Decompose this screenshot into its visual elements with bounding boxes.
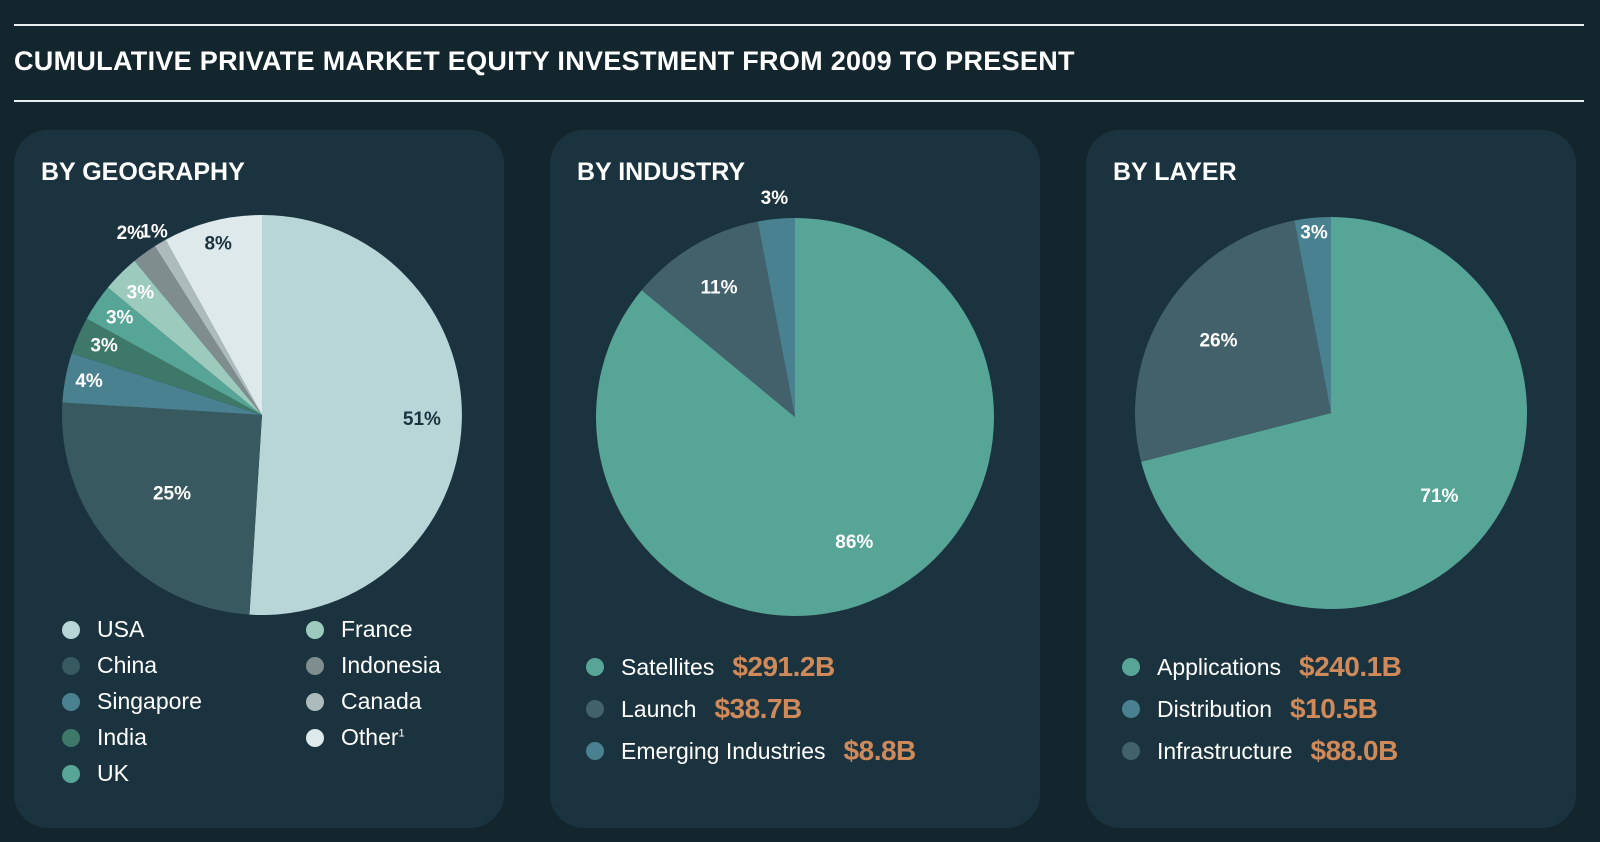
- slice-label-china: 25%: [153, 483, 191, 504]
- legend-label: India: [97, 724, 147, 750]
- slice-label-emerging-industries: 3%: [761, 188, 789, 209]
- layer-panel: BY LAYER 71% 26% 3% Applications $240.1B Dis…: [1086, 130, 1576, 828]
- legend-label: UK: [97, 760, 129, 786]
- legend-item-applications: Applications $240.1B: [1122, 651, 1402, 683]
- legend-item-usa: USA: [62, 616, 144, 643]
- legend-swatch: [62, 728, 80, 747]
- legend-swatch: [1122, 658, 1140, 676]
- legend-amount: $10.5B: [1290, 693, 1378, 724]
- geography-panel: BY GEOGRAPHY 51% 25% 4% 3% 3% 3% 2% 1% 8% USA Chi…: [14, 130, 504, 828]
- pie-slice-china: [61, 402, 262, 615]
- pie-slice-france: [107, 260, 263, 415]
- pie-slice-uk: [86, 287, 263, 415]
- legend-item-infrastructure: Infrastructure $88.0B: [1122, 735, 1398, 767]
- legend-item-canada: Canada: [306, 688, 422, 715]
- slice-label-satellites: 86%: [835, 532, 873, 553]
- pie-slice-infrastructure: [1135, 220, 1331, 462]
- slice-label-indonesia: 2%: [117, 223, 145, 244]
- legend-swatch: [1122, 742, 1140, 760]
- legend-amount: $38.7B: [714, 693, 802, 724]
- pie-slice-satellites: [595, 218, 994, 616]
- page-title: CUMULATIVE PRIVATE MARKET EQUITY INVESTM…: [14, 46, 1075, 76]
- legend-swatch: [306, 728, 324, 747]
- legend-label: Launch: [621, 695, 697, 722]
- pie-slice-distribution: [1294, 217, 1331, 413]
- pie-slice-other: [165, 215, 262, 415]
- pie-slice-singapore: [62, 353, 262, 415]
- slice-label-usa: 51%: [403, 409, 441, 430]
- slice-label-applications: 71%: [1420, 486, 1458, 507]
- legend-label: France: [341, 616, 413, 642]
- legend-swatch: [306, 692, 324, 711]
- pie-slice-usa: [249, 215, 462, 615]
- slice-label-launch: 11%: [701, 278, 738, 299]
- legend-swatch: [1122, 700, 1140, 718]
- panel-title-geography: BY GEOGRAPHY: [41, 158, 245, 186]
- legend-label: Infrastructure: [1157, 737, 1293, 764]
- header-rule-top: [14, 24, 1584, 26]
- slice-label-uk: 3%: [106, 307, 134, 328]
- legend-label: Distribution: [1157, 695, 1273, 722]
- legend-swatch: [62, 692, 80, 711]
- legend-label: Emerging Industries: [621, 737, 826, 764]
- legend-swatch: [306, 620, 324, 639]
- pie-slice-indonesia: [134, 246, 262, 415]
- legend-item-india: India: [62, 724, 147, 751]
- legend-swatch: [306, 656, 324, 675]
- legend-label: Canada: [341, 688, 422, 714]
- slice-label-france: 3%: [127, 282, 155, 303]
- legend-label: USA: [97, 616, 145, 642]
- legend-item-emerging-industries: Emerging Industries $8.8B: [586, 735, 916, 767]
- legend-item-distribution: Distribution $10.5B: [1122, 693, 1378, 725]
- legend-label: Satellites: [621, 653, 715, 680]
- pie-slice-emerging-industries: [757, 218, 795, 417]
- legend-item-singapore: Singapore: [62, 688, 202, 715]
- legend-item-satellites: Satellites $291.2B: [586, 651, 835, 683]
- pie-slice-applications: [1141, 217, 1528, 609]
- pie-slice-india: [71, 318, 262, 415]
- legend-swatch: [62, 620, 80, 639]
- legend-amount: $291.2B: [732, 651, 835, 682]
- slice-label-india: 3%: [90, 336, 118, 357]
- slice-label-distribution: 3%: [1300, 223, 1328, 244]
- legend-item-indonesia: Indonesia: [306, 652, 441, 679]
- legend-item-china: China: [62, 652, 157, 679]
- legend-item-uk: UK: [62, 760, 129, 787]
- legend-amount: $88.0B: [1310, 735, 1399, 766]
- legend-swatch: [586, 742, 604, 760]
- slice-label-singapore: 4%: [75, 371, 103, 392]
- pie-slice-canada: [154, 239, 262, 415]
- legend-label: Applications: [1157, 653, 1282, 680]
- industry-panel: BY INDUSTRY 86% 11% 3% Satellites $291.2B La…: [550, 130, 1040, 828]
- legend-label: China: [97, 652, 158, 678]
- legend-swatch: [586, 658, 604, 676]
- legend-item-france: France: [306, 616, 413, 643]
- legend-amount: $240.1B: [1299, 651, 1402, 682]
- legend-label: Singapore: [97, 688, 202, 714]
- pie-slice-launch: [641, 221, 795, 417]
- layer-pie-chart: 71% 26% 3%: [1135, 217, 1528, 609]
- header-rule-bottom: [14, 100, 1584, 102]
- footnote-marker: 1: [398, 727, 405, 740]
- legend-label: Other1: [341, 724, 405, 750]
- legend-item-other: Other1: [306, 724, 405, 751]
- legend-swatch: [62, 764, 80, 783]
- industry-pie-chart: 86% 11% 3%: [595, 188, 994, 616]
- slice-label-canada: 1%: [140, 222, 168, 243]
- legend-swatch: [586, 700, 604, 718]
- panel-title-layer: BY LAYER: [1113, 158, 1237, 186]
- slice-label-other: 8%: [204, 234, 232, 255]
- geography-pie-chart: 51% 25% 4% 3% 3% 3% 2%1% 8%: [61, 215, 462, 615]
- legend-amount: $8.8B: [843, 735, 917, 766]
- slice-label-infrastructure: 26%: [1199, 331, 1237, 352]
- legend-swatch: [62, 656, 80, 675]
- legend-label: Indonesia: [341, 652, 441, 678]
- panel-title-industry: BY INDUSTRY: [577, 158, 746, 186]
- legend-item-launch: Launch $38.7B: [586, 693, 802, 725]
